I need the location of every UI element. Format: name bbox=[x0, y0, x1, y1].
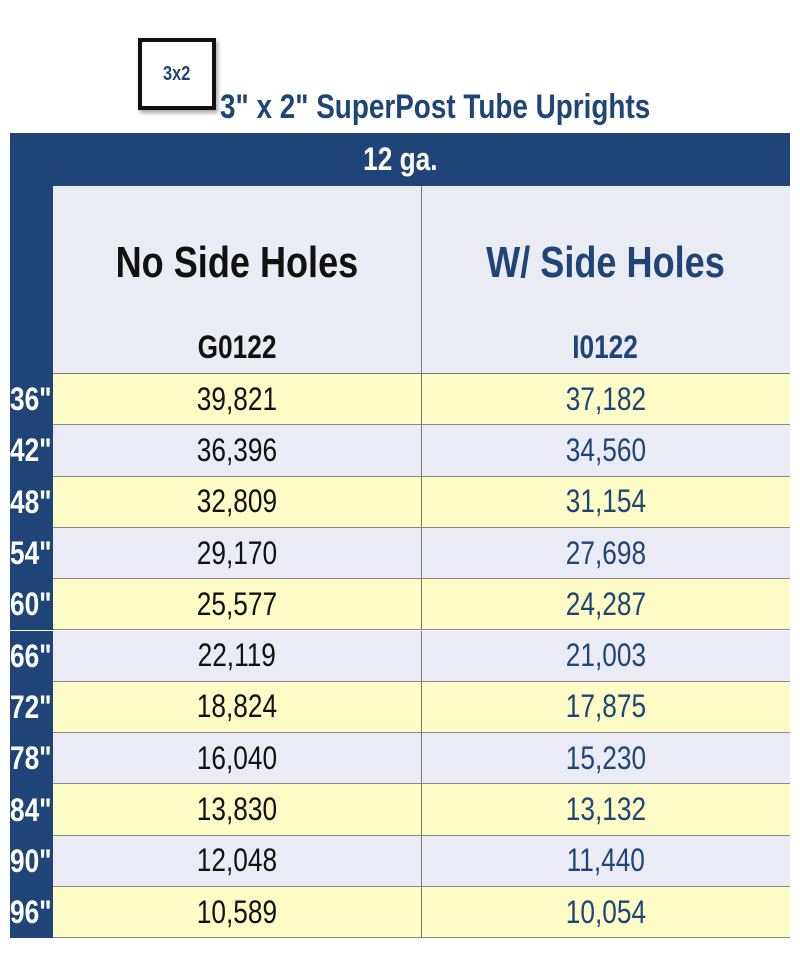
value-cell-text: 10,589 bbox=[196, 893, 278, 930]
value-cell: 10,054 bbox=[421, 887, 790, 939]
value-cell-text: 34,560 bbox=[565, 431, 647, 468]
row-label-text: 72" bbox=[10, 688, 52, 725]
part-number: I0122 bbox=[421, 322, 790, 372]
badge-text: 3x2 bbox=[163, 62, 191, 85]
column-name: No Side Holes bbox=[53, 230, 421, 296]
column-name-text: No Side Holes bbox=[115, 238, 359, 287]
value-cell: 12,048 bbox=[53, 835, 421, 887]
column-header bbox=[421, 186, 790, 374]
value-cell-text: 13,132 bbox=[565, 791, 647, 828]
row-label: 42" bbox=[10, 425, 53, 477]
value-cell-text: 32,809 bbox=[196, 483, 278, 520]
value-cell: 13,132 bbox=[421, 784, 790, 836]
row-label-text: 78" bbox=[10, 740, 52, 777]
value-cell: 27,698 bbox=[421, 527, 790, 580]
row-label: 90" bbox=[10, 835, 53, 887]
row-label: 48" bbox=[10, 476, 53, 528]
row-label: 72" bbox=[10, 681, 53, 734]
row-label: 96" bbox=[10, 887, 53, 939]
part-number: G0122 bbox=[53, 322, 421, 372]
row-label: 54" bbox=[10, 527, 53, 580]
value-cell: 22,119 bbox=[53, 630, 421, 682]
row-label-text: 54" bbox=[10, 535, 52, 572]
value-cell: 15,230 bbox=[421, 733, 790, 785]
value-cell: 37,182 bbox=[421, 374, 790, 426]
value-cell-text: 27,698 bbox=[565, 534, 647, 571]
title-text: 3" x 2" SuperPost Tube Uprights bbox=[220, 88, 651, 126]
column-header bbox=[53, 186, 421, 374]
row-label: 60" bbox=[10, 579, 53, 631]
value-cell: 29,170 bbox=[53, 527, 421, 580]
value-cell: 18,824 bbox=[53, 681, 421, 734]
value-cell-text: 36,396 bbox=[196, 431, 278, 468]
value-cell-text: 25,577 bbox=[196, 585, 278, 622]
value-cell-text: 39,821 bbox=[196, 380, 278, 417]
value-cell: 13,830 bbox=[53, 784, 421, 836]
part-number-text: G0122 bbox=[197, 328, 277, 365]
group-header: 12 ga. bbox=[10, 133, 790, 186]
row-label-text: 36" bbox=[10, 381, 52, 418]
value-cell-text: 16,040 bbox=[196, 739, 278, 776]
value-cell-text: 18,824 bbox=[196, 688, 278, 725]
column-name-text: W/ Side Holes bbox=[486, 238, 725, 287]
row-label-text: 90" bbox=[10, 842, 52, 879]
row-label-text: 48" bbox=[10, 483, 52, 520]
value-cell-text: 15,230 bbox=[565, 739, 647, 776]
row-label-text: 84" bbox=[10, 791, 52, 828]
part-number-text: I0122 bbox=[572, 328, 639, 365]
column-name: W/ Side Holes bbox=[421, 230, 790, 296]
value-cell-text: 24,287 bbox=[565, 585, 647, 622]
row-label: 84" bbox=[10, 784, 53, 836]
row-label-text: 60" bbox=[10, 586, 52, 623]
value-cell: 16,040 bbox=[53, 733, 421, 785]
value-cell-text: 12,048 bbox=[196, 842, 278, 879]
value-cell-text: 21,003 bbox=[565, 637, 647, 674]
row-label: 36" bbox=[10, 374, 53, 426]
value-cell-text: 22,119 bbox=[197, 637, 277, 674]
value-cell: 11,440 bbox=[421, 835, 790, 887]
value-cell-text: 29,170 bbox=[196, 534, 278, 571]
value-cell: 34,560 bbox=[421, 425, 790, 477]
value-cell: 17,875 bbox=[421, 681, 790, 734]
value-cell-text: 11,440 bbox=[566, 842, 646, 879]
row-label-text: 96" bbox=[10, 894, 52, 931]
value-cell-text: 10,054 bbox=[565, 893, 647, 930]
group-header-text: 12 ga. bbox=[362, 141, 438, 177]
corner-cell bbox=[10, 186, 53, 374]
value-cell: 10,589 bbox=[53, 887, 421, 939]
value-cell-text: 17,875 bbox=[565, 688, 647, 725]
value-cell: 31,154 bbox=[421, 476, 790, 528]
value-cell-text: 31,154 bbox=[565, 483, 647, 520]
value-cell-text: 37,182 bbox=[565, 380, 647, 417]
title: 3" x 2" SuperPost Tube Uprights bbox=[220, 88, 680, 132]
row-label-text: 42" bbox=[10, 432, 52, 469]
value-cell: 36,396 bbox=[53, 425, 421, 477]
row-label: 78" bbox=[10, 733, 53, 785]
value-cell: 21,003 bbox=[421, 630, 790, 682]
value-cell: 24,287 bbox=[421, 579, 790, 631]
row-label-text: 66" bbox=[10, 637, 52, 674]
row-label: 66" bbox=[10, 630, 53, 682]
badge: 3x2 bbox=[138, 38, 216, 110]
value-cell-text: 13,830 bbox=[196, 791, 278, 828]
value-cell: 39,821 bbox=[53, 374, 421, 426]
value-cell: 32,809 bbox=[53, 476, 421, 528]
value-cell: 25,577 bbox=[53, 579, 421, 631]
